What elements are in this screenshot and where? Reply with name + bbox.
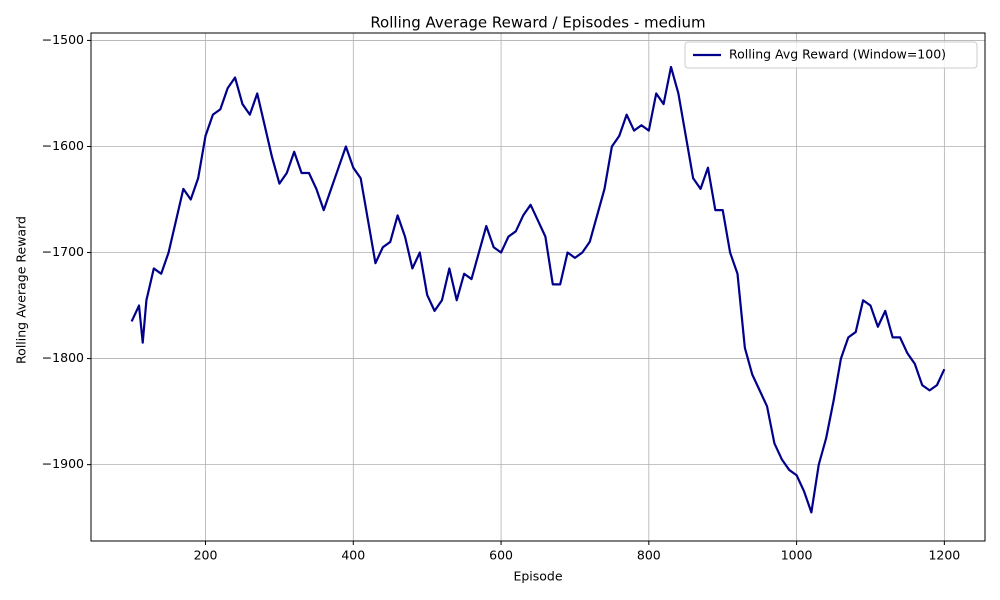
x-tick-label: 1200 [928, 548, 960, 563]
y-tick-label: −1500 [42, 32, 84, 47]
x-tick-label: 1000 [781, 548, 813, 563]
y-tick-label: −1700 [42, 244, 84, 259]
y-tick-label: −1600 [42, 138, 84, 153]
plot-frame [90, 32, 986, 542]
x-tick-label: 200 [194, 548, 218, 563]
chart-title: Rolling Average Reward / Episodes - medi… [370, 14, 705, 32]
x-tick-label: 400 [341, 548, 365, 563]
y-tick-label: −1900 [42, 456, 84, 471]
x-tick-label: 800 [637, 548, 661, 563]
legend-box [684, 41, 978, 69]
x-tick-label: 600 [489, 548, 513, 563]
y-axis-label: Rolling Average Reward [14, 216, 29, 364]
line [130, 65, 946, 514]
legend-label: Rolling Avg Reward (Window=100) [729, 47, 946, 62]
y-tick-label: −1800 [42, 350, 84, 365]
x-axis-label: Episode [513, 569, 562, 584]
legend: Rolling Avg Reward (Window=100) [684, 41, 978, 69]
